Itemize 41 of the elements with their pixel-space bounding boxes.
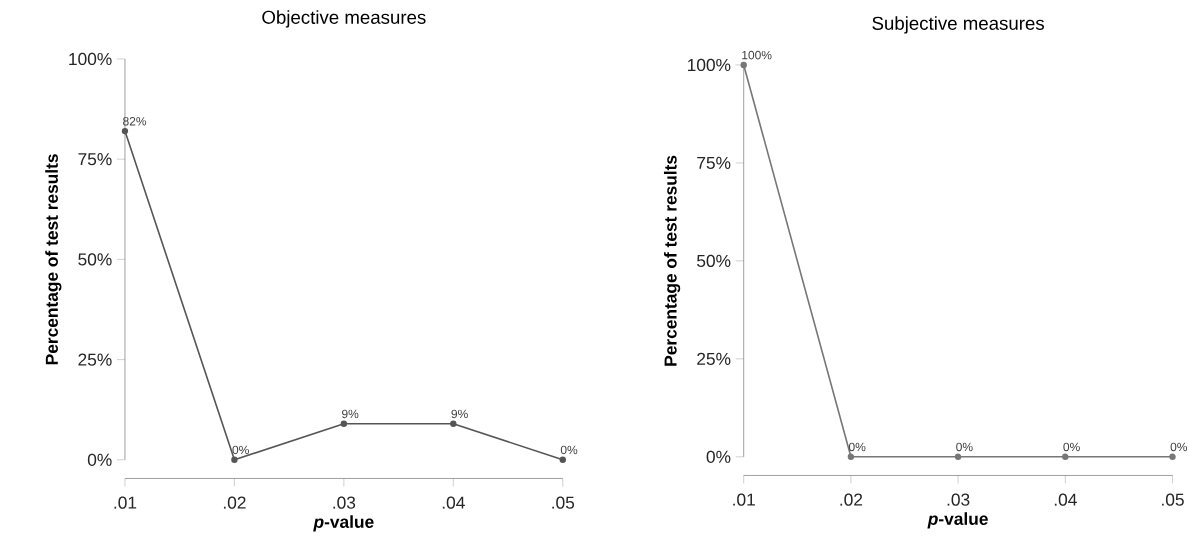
chart-title: Objective measures: [262, 10, 426, 28]
y-tick-label: 0%: [706, 450, 731, 464]
chart-title: Subjective measures: [872, 16, 1044, 34]
x-tick-label: .01: [733, 493, 755, 506]
y-tick-label: 25%: [78, 353, 112, 366]
data-label: 82%: [123, 117, 147, 126]
data-label: 0%: [956, 442, 973, 452]
data-label: 9%: [451, 409, 468, 419]
y-axis-title: Percentage of test results: [663, 155, 681, 366]
point: [450, 420, 457, 428]
data-label: 0%: [560, 445, 578, 455]
y-tick-label: 75%: [78, 153, 112, 166]
x-axis-title: p-value: [313, 515, 374, 532]
x-tick-label: .05: [1162, 493, 1184, 506]
y-axis-title: Percentage of test results: [45, 154, 62, 365]
x-tick-label: .04: [442, 496, 465, 509]
point: [340, 420, 348, 428]
point: [559, 456, 566, 464]
x-tick-label: .01: [114, 496, 137, 509]
x-tick-label: .05: [552, 496, 575, 509]
y-tick-label: 50%: [78, 253, 112, 266]
x-tick-label: .02: [223, 496, 246, 509]
point: [231, 456, 238, 464]
y-tick-label: 75%: [697, 156, 731, 170]
y-tick-label: 0%: [87, 453, 112, 467]
x-tick-label: .03: [333, 496, 356, 509]
y-tick-label: 100%: [69, 52, 112, 66]
y-tick-label: 50%: [697, 254, 731, 268]
point: [121, 128, 129, 135]
x-tick-label: .03: [947, 493, 970, 506]
data-label: 0%: [1170, 442, 1188, 452]
data-label: 100%: [742, 50, 772, 60]
x-tick-label: .04: [1054, 493, 1077, 506]
y-tick-label: 100%: [688, 58, 731, 72]
data-label: 9%: [342, 409, 359, 419]
data-label: 0%: [232, 445, 249, 455]
x-tick-label: .02: [840, 493, 863, 506]
y-tick-label: 25%: [697, 352, 731, 366]
data-label: 0%: [1063, 442, 1080, 452]
data-label: 0%: [848, 442, 866, 452]
x-axis-title: p-value: [927, 512, 988, 529]
